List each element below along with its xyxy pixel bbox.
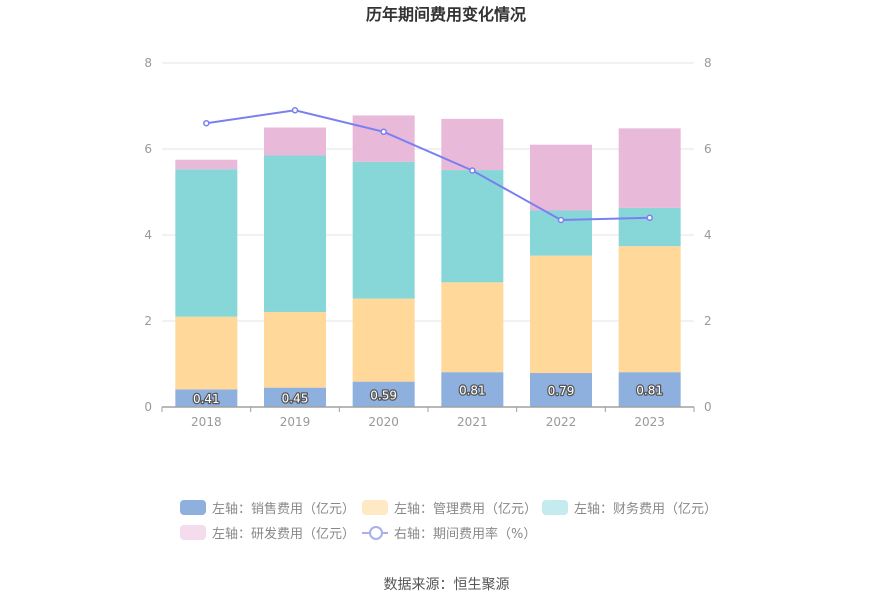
legend-label-rnd: 左轴：研发费用（亿元）: [212, 527, 356, 542]
bar-data-label: 0.45: [282, 391, 309, 405]
rate-point: [291, 107, 299, 114]
bar-segment-3: [530, 144, 592, 211]
bar-data-label: 0.81: [636, 384, 663, 398]
y-tick-label: 4: [144, 228, 152, 242]
x-tick-label: 2020: [368, 415, 399, 429]
x-tick-label: 2021: [457, 415, 488, 429]
bar-segment-1: [264, 311, 326, 388]
x-tick-label: 2018: [191, 415, 222, 429]
y-tick-label: 8: [144, 56, 152, 70]
y2-tick-label: 4: [704, 228, 712, 242]
bar-data-label: 0.41: [193, 392, 220, 406]
y2-tick-label: 6: [704, 142, 712, 156]
rate-line-path: [206, 109, 650, 221]
legend-item-sales[interactable]: 左轴：销售费用（亿元）: [180, 498, 355, 517]
bar-segment-1: [175, 316, 238, 390]
y2-tick-label: 2: [704, 314, 712, 328]
bar-segment-3: [618, 128, 681, 208]
bar-segment-2: [618, 207, 681, 247]
rate-point: [469, 167, 476, 174]
legend-item-finance[interactable]: 左轴：财务费用（亿元）: [542, 498, 717, 517]
bar-segment-1: [530, 255, 592, 374]
legend-label-rate: 右轴：期间费用率（%）: [394, 527, 537, 542]
legend-label-admin: 左轴：管理费用（亿元）: [394, 502, 538, 517]
axes: 0 2 4 6 8 0 2 4 6 8 2018 2019 2020 2021 2022 2023: [144, 56, 711, 429]
rate-point: [203, 119, 210, 127]
rate-point: [380, 128, 387, 136]
y-tick-label: 2: [144, 314, 152, 328]
legend-item-rate[interactable]: 右轴：期间费用率（%）: [362, 523, 536, 542]
data-labels: 0.41 0.45 0.59 0.81 0.79 0.81: [192, 382, 665, 407]
data-source: 数据来源：恒生聚源: [383, 577, 510, 593]
bar-segment-1: [618, 246, 681, 373]
bar-segment-0: [530, 373, 592, 407]
x-tick-label: 2022: [546, 415, 577, 429]
legend-label-finance: 左轴：财务费用（亿元）: [574, 502, 718, 517]
bar-segment-0: [264, 387, 326, 407]
y2-tick-label: 8: [704, 56, 712, 70]
x-tick-label: 2023: [634, 415, 665, 429]
y2-tick-label: 0: [704, 400, 712, 414]
bar-segment-0: [441, 372, 504, 407]
legend-swatch-finance: [542, 500, 568, 515]
bar-segment-2: [264, 155, 326, 312]
legend-item-rnd[interactable]: 左轴：研发费用（亿元）: [180, 523, 355, 542]
legend-swatch-rate: [362, 525, 388, 540]
y-tick-label: 0: [144, 400, 152, 414]
x-tick-label: 2019: [280, 415, 311, 429]
bar-segment-2: [352, 161, 415, 299]
bar-segment-0: [618, 372, 681, 407]
rate-point: [646, 214, 653, 222]
bar-segment-2: [441, 170, 504, 283]
bar-segment-3: [264, 127, 326, 156]
rate-point: [557, 216, 565, 224]
bar-segment-3: [352, 115, 415, 162]
rate-line: [203, 107, 653, 224]
bar-segment-0: [352, 381, 415, 407]
legend-swatch-sales: [180, 500, 206, 515]
bar-data-label: 0.59: [370, 388, 397, 402]
bar-segment-2: [175, 169, 238, 317]
legend-item-admin[interactable]: 左轴：管理费用（亿元）: [362, 498, 537, 517]
bar-data-label: 0.79: [548, 384, 575, 398]
legend-swatch-admin: [362, 500, 388, 515]
legend-swatch-rnd: [180, 525, 206, 540]
bar-segment-3: [441, 118, 504, 171]
bar-segment-1: [441, 282, 504, 373]
grid-lines: [162, 62, 694, 322]
bars: [175, 115, 681, 407]
chart-title: 历年期间费用变化情况: [366, 5, 526, 24]
bar-segment-0: [175, 389, 238, 407]
bar-data-label: 0.81: [459, 384, 486, 398]
bar-segment-1: [352, 298, 415, 382]
bar-segment-3: [175, 159, 238, 170]
y-tick-label: 6: [144, 142, 152, 156]
legend-label-sales: 左轴：销售费用（亿元）: [212, 502, 356, 517]
